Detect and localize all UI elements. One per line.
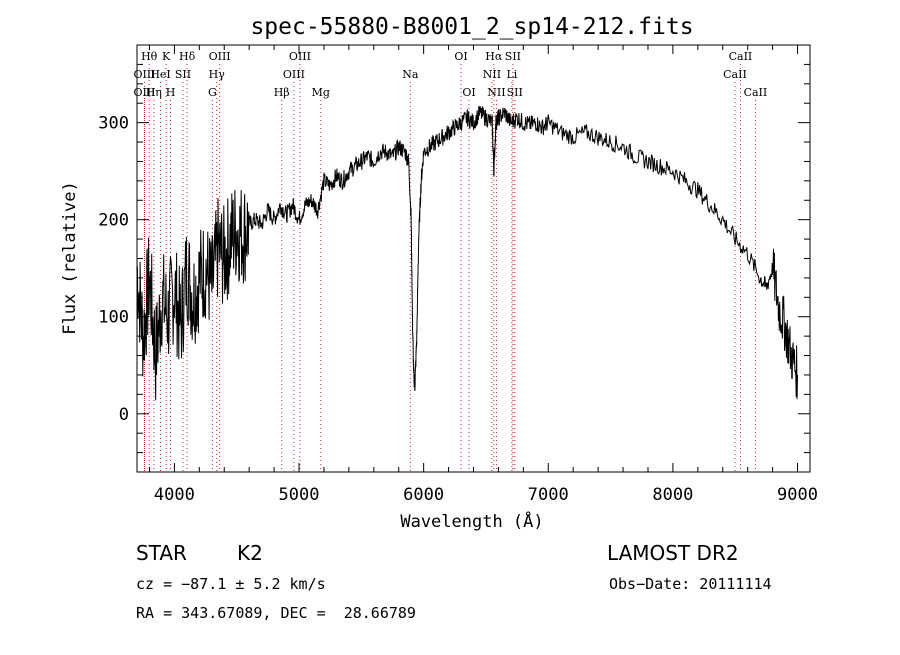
line-marker-label: Hγ <box>209 68 226 81</box>
line-marker-label: Hη <box>146 86 162 99</box>
line-marker-label: NII <box>487 86 505 99</box>
coordinates-readout: RA = 343.67089, DEC = 28.66789 <box>136 604 416 622</box>
line-marker-label: Na <box>402 68 419 81</box>
line-marker-label: Hα <box>485 50 503 63</box>
velocity-readout: cz = −87.1 ± 5.2 km/s <box>136 575 326 593</box>
y-tick-label: 300 <box>98 114 129 134</box>
line-marker-label: SII <box>175 68 191 81</box>
y-tick-label: 0 <box>119 405 129 425</box>
line-marker-label: OIII <box>289 50 311 63</box>
line-markers: Hθ OIII OIII K HeI Hη H SII Hδ OIII Hγ G Hβ OIII OIII M… <box>133 50 767 472</box>
line-marker-label: HeI <box>150 68 170 81</box>
line-marker-label: CaII <box>744 86 768 99</box>
line-marker-label: OIII <box>133 68 155 81</box>
line-marker-label: H <box>166 86 176 99</box>
x-tick-label: 9000 <box>777 485 818 505</box>
chart-title: spec-55880-B8001_2_sp14-212.fits <box>250 14 693 40</box>
survey-name: LAMOST DR2 <box>607 541 739 565</box>
x-tick-label: 8000 <box>652 485 693 505</box>
line-marker-label: CaII <box>729 50 753 63</box>
line-marker-label: K <box>162 50 171 63</box>
spectrum-series-line <box>136 105 798 401</box>
y-tick-label: 200 <box>98 211 129 231</box>
line-marker-label: G <box>208 86 217 99</box>
line-marker-label: SII <box>507 86 523 99</box>
y-axis-label: Flux (relative) <box>60 181 80 335</box>
object-subclass: K2 <box>237 541 263 565</box>
line-marker-label: Hβ <box>274 86 290 99</box>
line-marker-label: Li <box>506 68 517 81</box>
line-marker-label: OI <box>454 50 467 63</box>
line-marker-label: CaII <box>723 68 747 81</box>
line-marker-label: Hθ <box>141 50 158 63</box>
line-marker-label: Hδ <box>179 50 196 63</box>
obs-date-readout: Obs−Date: 20111114 <box>609 575 772 593</box>
x-tick-label: 6000 <box>403 485 444 505</box>
line-marker-label: SII <box>505 50 521 63</box>
object-class: STAR <box>136 541 187 565</box>
line-marker-label: OIII <box>133 86 155 99</box>
line-marker-label: NII <box>483 68 501 81</box>
line-marker-label: Mg <box>312 86 330 99</box>
plot-frame <box>136 44 811 473</box>
y-tick-label: 100 <box>98 308 129 328</box>
line-marker-label: OIII <box>209 50 231 63</box>
axis-ticks: 4000 5000 6000 7000 8000 9000 0 100 200 300 <box>98 45 818 505</box>
x-tick-label: 5000 <box>279 485 320 505</box>
x-tick-label: 7000 <box>528 485 569 505</box>
x-tick-label: 4000 <box>154 485 195 505</box>
line-marker-label: OIII <box>283 68 305 81</box>
line-marker-label: OI <box>462 86 475 99</box>
x-axis-label: Wavelength (Å) <box>400 510 543 532</box>
